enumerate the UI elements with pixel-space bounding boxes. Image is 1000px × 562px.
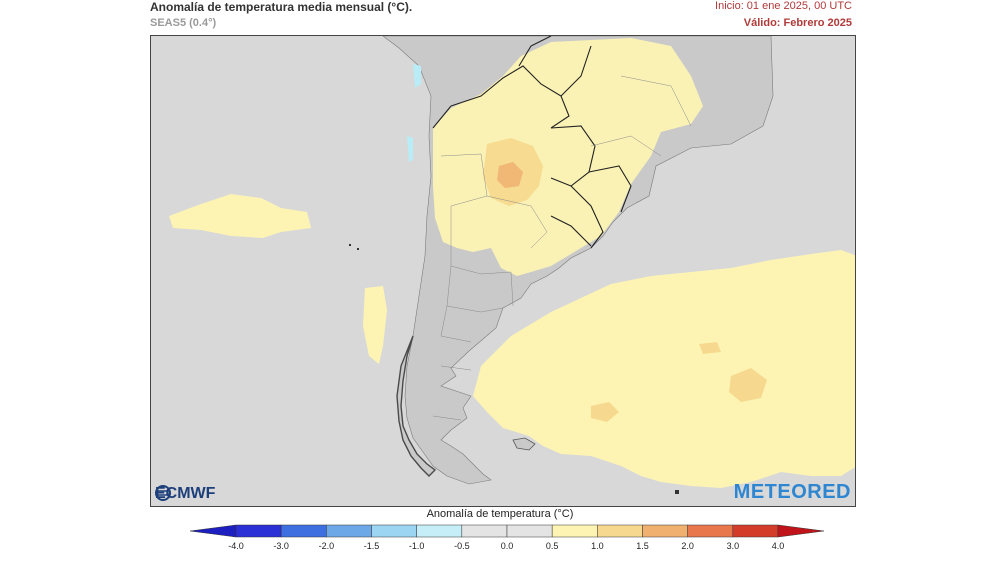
anomaly-map: ECMWF METEORED bbox=[150, 35, 856, 507]
cool-anomaly-coast-2 bbox=[407, 136, 413, 162]
legend-swatch bbox=[597, 524, 643, 538]
legend-tick-label: 4.0 bbox=[771, 541, 785, 551]
island bbox=[675, 490, 679, 494]
legend-swatch bbox=[416, 524, 463, 538]
legend-tick-label: -2.0 bbox=[318, 541, 335, 551]
island bbox=[357, 248, 359, 250]
valid-date: Válido: Febrero 2025 bbox=[743, 17, 852, 29]
legend-tick-label: 1.5 bbox=[636, 541, 649, 551]
legend-swatch bbox=[371, 524, 417, 538]
map-canvas bbox=[151, 36, 855, 506]
cool-anomaly-coast bbox=[413, 64, 421, 88]
warm-anomaly-pacific bbox=[169, 194, 311, 238]
legend-swatch bbox=[280, 524, 327, 538]
island bbox=[349, 244, 351, 246]
country-borders bbox=[432, 36, 632, 249]
legend-tick-label: 3.0 bbox=[726, 541, 740, 551]
legend-swatch bbox=[235, 524, 282, 538]
legend-swatch bbox=[732, 524, 779, 538]
init-date: Inicio: 01 ene 2025, 00 UTC bbox=[715, 0, 852, 12]
ecmwf-icon bbox=[155, 485, 171, 501]
legend-title: Anomalía de temperatura (°C) bbox=[426, 508, 574, 520]
warm-anomaly-atlantic bbox=[473, 250, 855, 488]
warm-anomaly-core bbox=[497, 162, 523, 188]
legend-tick-label: -4.0 bbox=[228, 541, 244, 551]
legend-colorbar bbox=[190, 524, 824, 538]
ecmwf-logo: ECMWF bbox=[155, 485, 215, 503]
legend-tick-label: 1.0 bbox=[591, 541, 604, 551]
province-borders bbox=[432, 75, 692, 421]
legend-tick-label: 2.0 bbox=[681, 541, 694, 551]
legend-swatch bbox=[687, 524, 734, 538]
warm-anomaly-atlantic-light-3 bbox=[699, 342, 721, 354]
legend-tick-label: -1.5 bbox=[363, 541, 380, 551]
legend-tick-label: 0.5 bbox=[545, 541, 559, 551]
warm-anomaly-north bbox=[433, 38, 703, 276]
chile-fjords bbox=[396, 335, 437, 477]
legend-tick-label: -1.0 bbox=[408, 541, 425, 551]
legend-tick-label: -0.5 bbox=[454, 541, 470, 551]
ecmwf-text: ECMWF bbox=[155, 485, 216, 502]
legend-max-arrow bbox=[777, 524, 824, 538]
warm-anomaly-atlantic-light bbox=[729, 368, 767, 402]
model-subtitle: SEAS5 (0.4°) bbox=[150, 17, 217, 29]
legend-swatch bbox=[551, 524, 598, 538]
legend-swatch bbox=[642, 524, 688, 538]
legend-swatch bbox=[326, 524, 372, 538]
malvinas-islands bbox=[512, 437, 536, 451]
legend-min-arrow bbox=[190, 524, 237, 538]
legend-swatch bbox=[461, 524, 508, 538]
meteored-logo: METEORED bbox=[733, 481, 851, 503]
legend-tick-label: 0.0 bbox=[500, 541, 514, 551]
legend-swatch bbox=[506, 524, 553, 538]
legend-tick-label: -3.0 bbox=[273, 541, 289, 551]
warm-anomaly-pacific-2 bbox=[363, 286, 387, 364]
map-title: Anomalía de temperatura media mensual (°… bbox=[150, 0, 413, 14]
warm-anomaly-atlantic-light-2 bbox=[591, 402, 619, 422]
